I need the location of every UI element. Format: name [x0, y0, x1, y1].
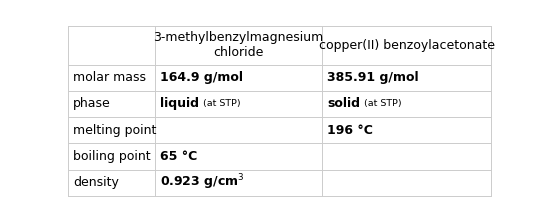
Text: 196 °C: 196 °C	[327, 124, 373, 137]
Text: 3-methylbenzylmagnesium
chloride: 3-methylbenzylmagnesium chloride	[153, 31, 324, 59]
Text: liquid: liquid	[160, 97, 199, 110]
Text: (at STP): (at STP)	[364, 99, 402, 108]
Text: solid: solid	[327, 97, 360, 110]
Text: 385.91 g/mol: 385.91 g/mol	[327, 71, 419, 84]
Text: (at STP): (at STP)	[203, 99, 241, 108]
Text: melting point: melting point	[73, 124, 157, 137]
Text: phase: phase	[73, 97, 111, 110]
Text: 164.9 g/mol: 164.9 g/mol	[160, 71, 243, 84]
Text: 65 °C: 65 °C	[160, 150, 197, 163]
Text: 0.923 g/cm$^3$: 0.923 g/cm$^3$	[160, 173, 245, 192]
Text: copper(II) benzoylacetonate: copper(II) benzoylacetonate	[319, 39, 495, 52]
Text: boiling point: boiling point	[73, 150, 151, 163]
Text: density: density	[73, 176, 119, 189]
Text: molar mass: molar mass	[73, 71, 146, 84]
